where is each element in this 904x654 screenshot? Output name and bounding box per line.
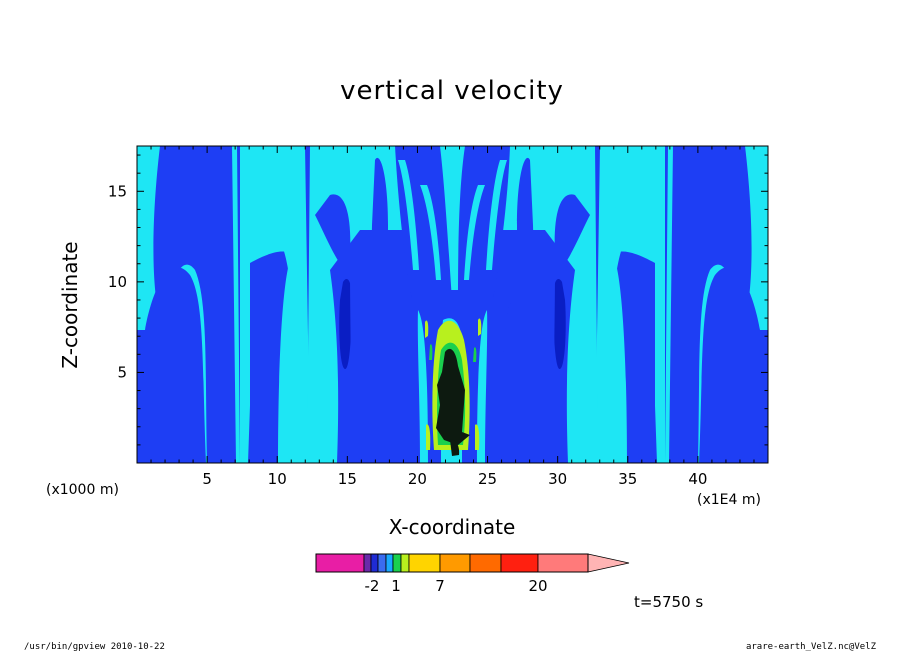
colorbar-swatch bbox=[392, 553, 402, 573]
convective-core bbox=[475, 424, 480, 450]
contour-band bbox=[669, 146, 752, 463]
footer-file-info: arare-earth_VelZ.nc@VelZ bbox=[745, 642, 876, 652]
contour-band bbox=[371, 157, 388, 463]
plot-frame bbox=[136, 145, 769, 464]
contour-band bbox=[420, 185, 441, 280]
contour-band bbox=[517, 157, 534, 463]
contour-band bbox=[398, 160, 419, 270]
y-axis-label: Z-coordinate bbox=[58, 241, 82, 369]
convective-core bbox=[473, 347, 477, 362]
x-tick-label: 30 bbox=[548, 470, 567, 488]
contour-band bbox=[554, 194, 590, 270]
contour-band bbox=[538, 267, 555, 463]
y-axis-ticks: 5 10 15 bbox=[108, 154, 768, 446]
colorbar-swatch bbox=[500, 553, 539, 573]
x-tick-label: 35 bbox=[618, 470, 637, 488]
colorbar-end-arrow bbox=[587, 553, 630, 573]
colorbar-tick-label: 20 bbox=[528, 577, 547, 595]
contour-band bbox=[499, 300, 515, 463]
x-axis-unit-note: (x1000 m) bbox=[46, 482, 119, 498]
footer-program-info: /usr/bin/gpview 2010-10-22 bbox=[24, 642, 165, 652]
colorbar-tick-label: 7 bbox=[435, 577, 445, 595]
colorbar-swatch bbox=[315, 553, 365, 573]
contour-band bbox=[350, 267, 367, 463]
colorbar-swatch bbox=[363, 553, 372, 573]
convective-core bbox=[478, 318, 482, 336]
plot-area bbox=[137, 146, 768, 463]
colorbar-tick-label: -2 bbox=[365, 577, 380, 595]
x-axis-label: X-coordinate bbox=[388, 515, 516, 539]
convective-core bbox=[450, 439, 460, 456]
colorbar-swatch bbox=[385, 553, 394, 573]
contour-band bbox=[250, 251, 292, 463]
colorbar-swatch bbox=[370, 553, 379, 573]
contour-band bbox=[315, 194, 351, 270]
y-tick-label: 15 bbox=[108, 182, 127, 200]
contour-band bbox=[440, 146, 465, 300]
colorbar-swatch bbox=[408, 553, 441, 573]
x-tick-label: 25 bbox=[478, 470, 497, 488]
contour-band bbox=[552, 279, 566, 370]
x-axis-scale-note: (x1E4 m) bbox=[697, 492, 761, 508]
y-tick-label: 5 bbox=[117, 363, 127, 381]
y-tick-label: 10 bbox=[108, 273, 127, 291]
contour-band bbox=[477, 310, 488, 463]
x-tick-label: 20 bbox=[408, 470, 427, 488]
contour-band bbox=[390, 300, 406, 463]
x-axis-ticks: 5 10 15 20 25 30 35 40 bbox=[150, 146, 755, 488]
colorbar-swatch bbox=[377, 553, 387, 573]
chart-title: vertical velocity bbox=[340, 76, 564, 106]
contour-band bbox=[596, 206, 625, 463]
contour-band bbox=[613, 251, 655, 463]
x-tick-label: 15 bbox=[338, 470, 357, 488]
x-tick-label: 10 bbox=[268, 470, 287, 488]
convective-core bbox=[429, 344, 433, 360]
contour-band bbox=[280, 206, 309, 463]
x-tick-label: 40 bbox=[688, 470, 707, 488]
convective-core bbox=[426, 424, 431, 450]
convective-core bbox=[436, 348, 470, 445]
contour-band bbox=[417, 310, 428, 463]
colorbar: -2 1 7 20 bbox=[315, 553, 630, 595]
x-tick-label: 5 bbox=[202, 470, 212, 488]
colorbar-swatch bbox=[439, 553, 471, 573]
colorbar-tick-label: 1 bbox=[391, 577, 401, 595]
contour-band bbox=[339, 279, 353, 370]
contour-band bbox=[464, 185, 485, 280]
colorbar-swatch bbox=[469, 553, 502, 573]
colorbar-swatch bbox=[537, 553, 589, 573]
contour-band bbox=[153, 146, 236, 463]
colorbar-swatch bbox=[400, 553, 410, 573]
colorbar-frame bbox=[315, 553, 589, 573]
contour-band bbox=[486, 160, 507, 270]
time-annotation: t=5750 s bbox=[634, 593, 704, 611]
convective-core bbox=[425, 320, 429, 338]
